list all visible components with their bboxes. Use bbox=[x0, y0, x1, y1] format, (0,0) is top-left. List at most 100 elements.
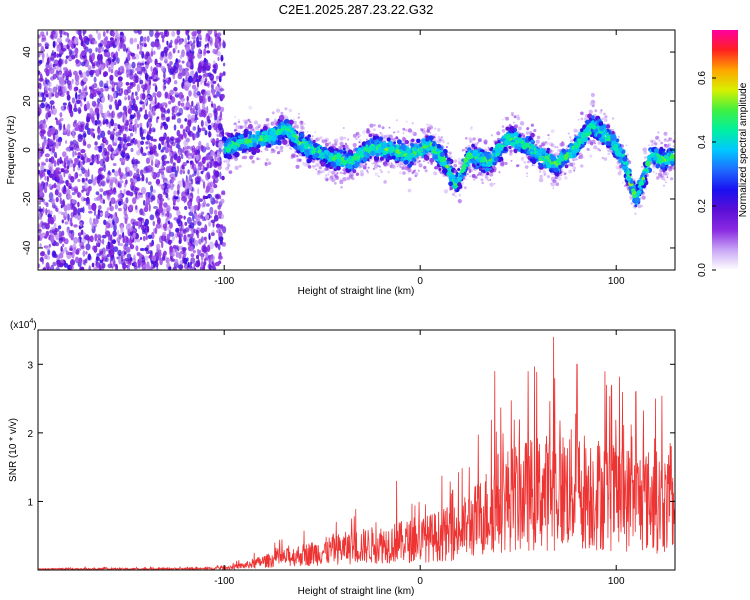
spectrogram-noise-mark bbox=[183, 85, 187, 90]
spectrogram-halo-mark bbox=[533, 128, 537, 133]
spectrogram-halo-mark bbox=[508, 123, 512, 127]
spectrogram-noise-mark bbox=[170, 96, 176, 103]
spectrogram-halo-mark bbox=[500, 162, 505, 167]
spectrogram-noise-mark bbox=[117, 193, 123, 199]
spectrogram-noise-mark bbox=[202, 195, 206, 200]
spectrogram-noise-mark bbox=[117, 99, 122, 107]
spectrogram-noise-mark bbox=[115, 131, 120, 137]
spectrogram-noise-mark bbox=[184, 70, 190, 77]
spectrogram-noise-mark bbox=[197, 171, 200, 178]
spectrogram-noise-mark bbox=[81, 61, 86, 67]
spectrogram-noise-mark bbox=[104, 210, 109, 218]
spectrogram-halo-mark bbox=[634, 212, 637, 215]
spectrogram-noise-mark bbox=[109, 234, 113, 242]
spectrogram-noise-mark bbox=[155, 158, 158, 164]
spectrogram-noise-mark bbox=[95, 47, 98, 53]
spectrogram-halo-mark bbox=[254, 126, 260, 131]
spectrogram-noise-mark bbox=[212, 68, 217, 73]
spectrogram-noise-mark bbox=[202, 181, 206, 189]
spectrogram-noise-mark bbox=[155, 153, 159, 157]
spectrogram-noise-mark bbox=[154, 96, 157, 105]
spectrogram-noise-mark bbox=[131, 104, 135, 111]
spectrogram-noise-mark bbox=[114, 99, 118, 107]
spectrogram-halo-mark bbox=[663, 178, 666, 182]
spectrogram-halo-mark bbox=[609, 147, 611, 150]
spectrogram-halo-mark bbox=[314, 131, 317, 133]
spectrogram-noise-mark bbox=[71, 97, 76, 104]
spectrogram-halo-mark bbox=[640, 165, 643, 168]
spectrogram-noise-mark bbox=[51, 198, 55, 205]
spectrogram-halo-mark bbox=[283, 114, 286, 117]
spectrogram-halo-mark bbox=[465, 137, 468, 140]
spectrogram-halo-mark bbox=[580, 117, 584, 121]
spectrogram-noise-mark bbox=[141, 256, 146, 264]
spectrogram-noise-mark bbox=[201, 236, 204, 243]
spectrogram-noise-mark bbox=[198, 213, 202, 218]
spectrogram-halo-mark bbox=[603, 112, 606, 116]
spectrogram-noise-mark bbox=[145, 250, 150, 255]
spectrogram-halo-mark bbox=[362, 164, 367, 169]
spectrogram-noise-mark bbox=[63, 186, 66, 193]
spectrogram-noise-mark bbox=[182, 147, 185, 154]
spectrogram-noise-mark bbox=[65, 147, 71, 152]
spectrogram-noise-mark bbox=[74, 172, 77, 180]
spectrogram-noise-mark bbox=[203, 107, 207, 111]
spectrogram-noise-mark bbox=[100, 60, 103, 64]
spectrogram-halo-mark bbox=[428, 152, 432, 156]
spectrogram-noise-mark bbox=[172, 248, 176, 254]
spectrogram-noise-mark bbox=[71, 37, 75, 45]
spectrogram-noise-mark bbox=[146, 95, 151, 99]
spectrogram-noise-mark bbox=[117, 76, 123, 82]
spectrogram-noise-mark bbox=[166, 142, 170, 148]
spectrogram-halo-mark bbox=[550, 176, 556, 182]
spectrogram-noise-mark bbox=[120, 137, 124, 142]
spectrogram-noise-mark bbox=[198, 146, 201, 152]
spectrogram-halo-mark bbox=[466, 178, 468, 181]
spectrogram-noise-mark bbox=[103, 137, 107, 143]
spectrogram-noise-mark bbox=[188, 90, 192, 97]
spectrogram-noise-mark bbox=[96, 255, 99, 260]
spectrogram-noise-mark bbox=[38, 213, 42, 218]
spectrogram-noise-mark bbox=[181, 247, 187, 252]
spectrogram-noise-mark bbox=[210, 194, 213, 202]
spectrogram-halo-mark bbox=[336, 172, 339, 175]
spectrogram-halo-mark bbox=[665, 181, 667, 184]
spectrogram-halo-mark bbox=[655, 176, 660, 180]
spectrogram-halo-mark bbox=[414, 172, 419, 177]
spectrogram-noise-mark bbox=[150, 136, 154, 142]
spectrogram-halo-mark bbox=[362, 129, 367, 135]
spectrogram-noise-mark bbox=[39, 86, 42, 90]
spectrogram-noise-mark bbox=[70, 233, 74, 241]
spectrogram-noise-mark bbox=[48, 92, 52, 100]
spectrogram-halo-mark bbox=[597, 141, 602, 145]
spectrogram-halo-mark bbox=[274, 118, 277, 121]
spectrogram-noise-mark bbox=[109, 260, 112, 268]
spectrogram-halo-mark bbox=[547, 176, 550, 178]
spectrogram-noise-mark bbox=[102, 147, 107, 151]
spectrogram-noise-mark bbox=[109, 43, 113, 48]
spectrogram-halo-mark bbox=[422, 130, 427, 135]
spectrogram-noise-mark bbox=[60, 204, 63, 209]
spectrogram-halo-mark bbox=[560, 142, 565, 147]
spectrogram-noise-mark bbox=[66, 90, 70, 96]
spectrogram-halo-mark bbox=[654, 142, 658, 146]
spectrogram-noise-mark bbox=[148, 129, 151, 136]
spectrogram-noise-mark bbox=[136, 238, 141, 243]
spectrogram-noise-mark bbox=[91, 222, 95, 230]
spectrogram-halo-mark bbox=[341, 172, 344, 175]
spectrogram-noise-mark bbox=[163, 250, 167, 256]
spectrogram-noise-mark bbox=[131, 56, 136, 60]
spectrogram-halo-mark bbox=[448, 151, 452, 155]
spectrogram-halo-mark bbox=[225, 159, 230, 164]
spectrogram-halo-mark bbox=[228, 159, 231, 162]
spectrogram-noise-mark bbox=[159, 258, 163, 266]
spectrogram-halo-mark bbox=[575, 158, 578, 161]
spectrogram-noise-mark bbox=[203, 57, 207, 63]
spectrogram-noise-mark bbox=[75, 99, 81, 105]
spectrogram-noise-mark bbox=[174, 66, 179, 74]
spectrogram-noise-mark bbox=[166, 210, 170, 218]
spectrogram-noise-mark bbox=[160, 149, 164, 153]
spectrogram-noise-mark bbox=[212, 64, 217, 69]
spectrogram-noise-mark bbox=[209, 73, 215, 81]
